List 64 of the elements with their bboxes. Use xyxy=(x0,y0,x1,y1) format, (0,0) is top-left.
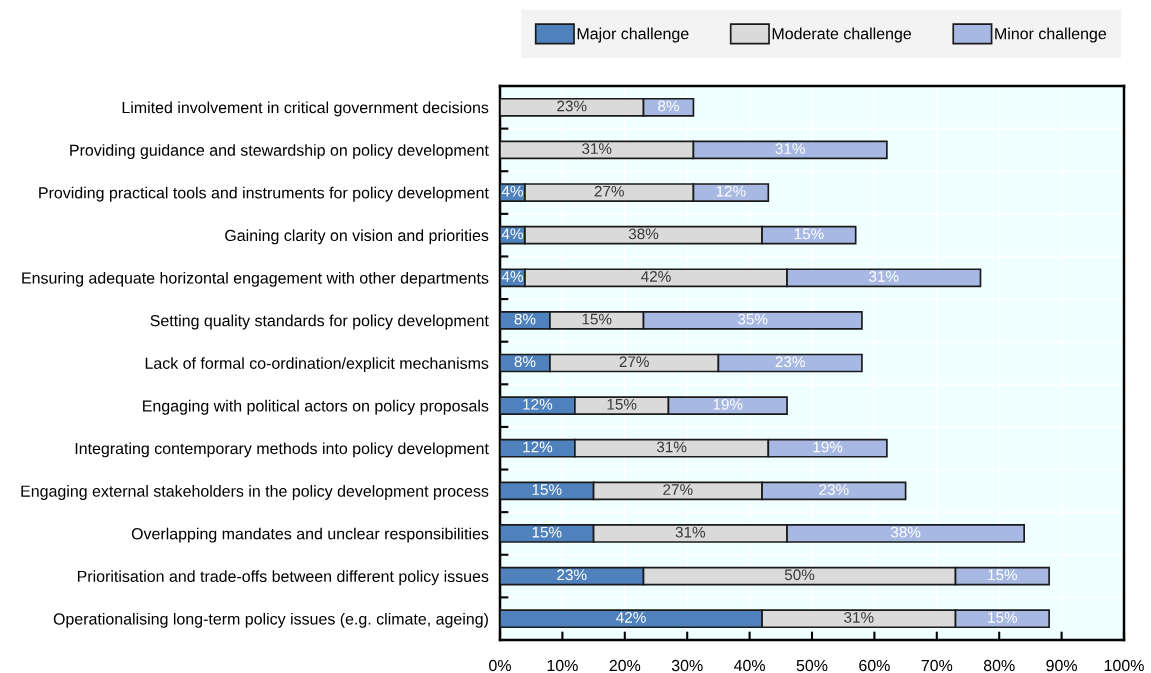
data-label: 38% xyxy=(628,228,659,240)
y-tick-label: Limited involvement in critical government decisions xyxy=(122,101,489,117)
data-label: 31% xyxy=(869,271,899,282)
y-tick-label: Providing guidance and stewardship on policy development xyxy=(70,144,489,160)
data-label: 35% xyxy=(738,313,768,325)
data-label: 31% xyxy=(582,143,612,155)
data-label: 23% xyxy=(775,356,805,368)
data-label: 27% xyxy=(619,356,649,368)
x-tick-label: 20% xyxy=(609,659,641,672)
legend-label: Major challenge xyxy=(577,27,689,43)
data-label: 12% xyxy=(523,441,553,453)
data-label: 15% xyxy=(582,313,612,325)
data-label: 4% xyxy=(501,228,523,240)
legend-label: Minor challenge xyxy=(995,27,1107,43)
x-tick-label: 0% xyxy=(489,659,511,672)
x-tick-label: 60% xyxy=(859,659,890,672)
y-tick-label: Lack of formal co-ordination/explicit mechanisms xyxy=(145,357,489,373)
data-label: 31% xyxy=(844,611,874,623)
data-label: 8% xyxy=(658,100,679,112)
data-label: 19% xyxy=(813,441,843,453)
data-label: 31% xyxy=(656,441,687,453)
data-label: 19% xyxy=(713,398,743,410)
data-label: 38% xyxy=(890,526,921,538)
y-tick-label: Engaging external stakeholders in the policy development process xyxy=(21,485,489,500)
data-label: 15% xyxy=(794,228,824,240)
data-label: 4% xyxy=(501,185,523,197)
y-tick-label: Integrating contemporary methods into policy development xyxy=(75,442,489,458)
data-label: 8% xyxy=(514,356,536,368)
y-tick-label: Prioritisation and trade-offs between different policy issues xyxy=(77,570,489,586)
y-tick-label: Engaging with political actors on policy proposals xyxy=(143,399,489,415)
data-label: 42% xyxy=(641,271,671,282)
data-label: 15% xyxy=(988,612,1018,623)
data-label: 31% xyxy=(775,143,805,155)
x-tick-label: 70% xyxy=(921,659,953,672)
legend-label: Moderate challenge xyxy=(772,27,912,43)
x-tick-label: 50% xyxy=(796,659,828,672)
x-tick-label: 90% xyxy=(1046,659,1078,672)
y-tick-label: Operationalising long-term policy issues (e.g. climate, ageing) xyxy=(53,612,488,628)
data-label: 15% xyxy=(988,569,1018,581)
data-label: 23% xyxy=(557,569,587,581)
data-label: 27% xyxy=(663,484,693,495)
data-label: 31% xyxy=(675,526,706,538)
data-label: 23% xyxy=(557,100,587,112)
y-tick-label: Providing practical tools and instruments for policy development xyxy=(39,186,489,202)
data-label: 15% xyxy=(607,398,637,410)
x-tick-label: 10% xyxy=(547,659,578,672)
data-label: 15% xyxy=(532,484,562,495)
data-label: 15% xyxy=(532,526,562,538)
data-label: 50% xyxy=(784,569,815,581)
data-label: 27% xyxy=(594,185,624,197)
y-tick-label: Setting quality standards for policy development xyxy=(150,314,489,330)
x-tick-label: 40% xyxy=(733,659,766,672)
data-label: 42% xyxy=(616,611,646,623)
y-tick-label: Gaining clarity on vision and priorities xyxy=(225,229,489,245)
data-label: 12% xyxy=(716,185,746,197)
x-tick-label: 80% xyxy=(983,659,1015,672)
x-tick-label: 100% xyxy=(1104,659,1144,672)
y-tick-label: Ensuring adequate horizontal engagement with other departments xyxy=(22,271,489,287)
data-label: 23% xyxy=(819,484,849,495)
data-label: 4% xyxy=(501,271,523,282)
y-tick-label: Overlapping mandates and unclear responsibilities xyxy=(131,527,489,543)
x-tick-label: 30% xyxy=(671,659,703,672)
data-label: 12% xyxy=(523,398,553,410)
data-label: 8% xyxy=(514,313,536,325)
